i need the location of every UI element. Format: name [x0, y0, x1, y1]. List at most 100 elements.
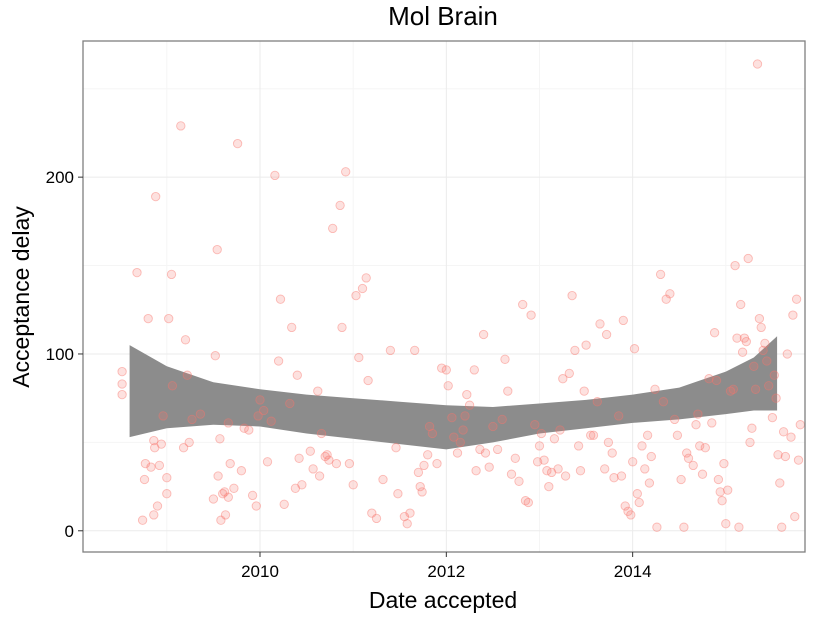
data-point — [399, 511, 410, 522]
data-point — [745, 437, 755, 448]
data-point — [629, 344, 640, 354]
data-point — [162, 489, 172, 499]
data-point — [579, 386, 589, 396]
data-point — [275, 294, 286, 304]
data-point — [492, 444, 503, 455]
data-point — [771, 393, 781, 403]
data-point — [180, 335, 191, 345]
y-tick-label: 200 — [46, 168, 74, 187]
data-point — [707, 418, 717, 428]
data-point — [424, 421, 435, 432]
data-point — [760, 338, 770, 349]
data-point — [719, 458, 729, 469]
data-point — [732, 333, 742, 343]
data-point — [236, 466, 247, 476]
data-point — [754, 313, 765, 324]
data-point — [152, 501, 163, 511]
data-point — [634, 497, 644, 508]
data-point — [410, 345, 420, 356]
data-point — [544, 481, 554, 492]
data-point — [150, 443, 160, 453]
data-point — [616, 471, 627, 481]
data-point — [402, 519, 412, 529]
data-point — [176, 121, 186, 131]
data-point — [449, 432, 459, 442]
data-point — [273, 356, 284, 366]
data-point — [432, 458, 442, 469]
data-point — [609, 473, 619, 483]
data-point — [480, 448, 491, 458]
data-point — [518, 299, 528, 310]
data-point — [212, 244, 222, 255]
data-point — [149, 510, 159, 520]
data-point — [741, 336, 751, 347]
data-point — [523, 497, 533, 508]
data-point — [669, 414, 680, 425]
data-point — [455, 437, 465, 448]
data-point — [586, 430, 596, 440]
data-point — [335, 200, 345, 211]
data-point — [607, 448, 617, 458]
data-point — [539, 455, 549, 465]
data-point — [156, 439, 166, 449]
data-point — [149, 435, 159, 446]
x-axis-title: Date accepted — [369, 587, 517, 613]
data-point — [391, 443, 401, 453]
data-point — [795, 420, 805, 430]
data-point — [117, 379, 127, 389]
data-point — [393, 489, 403, 499]
data-point — [419, 460, 429, 471]
data-point — [225, 458, 235, 469]
data-point — [478, 329, 489, 340]
data-point — [244, 425, 254, 435]
data-point — [592, 397, 602, 407]
data-point — [737, 347, 748, 357]
data-point — [758, 345, 768, 356]
data-point — [734, 522, 744, 532]
plot-area — [82, 40, 806, 553]
data-point — [447, 412, 457, 423]
data-point — [232, 138, 243, 149]
data-point — [603, 437, 614, 448]
data-point — [328, 223, 338, 234]
panel-border — [82, 40, 806, 553]
data-point — [297, 480, 307, 490]
data-point — [484, 462, 494, 472]
data-point — [146, 462, 156, 472]
data-point — [337, 322, 347, 333]
data-point — [618, 315, 628, 326]
data-point — [510, 453, 520, 463]
data-point — [405, 508, 415, 518]
data-point — [443, 381, 453, 391]
data-point — [208, 494, 219, 504]
data-point — [721, 519, 731, 529]
data-point — [363, 375, 373, 386]
data-point — [229, 483, 239, 493]
data-point — [676, 474, 686, 485]
data-point — [378, 474, 388, 485]
data-point — [313, 386, 323, 396]
data-point — [713, 474, 724, 485]
data-point — [117, 366, 127, 377]
data-point — [637, 441, 647, 451]
data-point — [324, 455, 334, 465]
data-point — [308, 464, 318, 474]
data-point — [791, 294, 802, 304]
data-point — [679, 522, 689, 532]
data-point — [184, 437, 194, 448]
data-point — [500, 354, 510, 364]
data-point — [650, 384, 660, 394]
data-point — [644, 478, 655, 488]
data-point — [219, 487, 230, 497]
data-point — [628, 457, 638, 467]
data-point — [223, 418, 233, 428]
data-point — [709, 328, 720, 338]
x-axis: 2010 2012 2014 — [241, 552, 652, 581]
data-point — [247, 490, 258, 501]
data-point — [239, 423, 249, 433]
data-point — [549, 434, 560, 444]
data-point — [560, 471, 571, 481]
data-point — [764, 381, 774, 391]
data-point — [287, 322, 297, 333]
data-point — [437, 363, 447, 373]
